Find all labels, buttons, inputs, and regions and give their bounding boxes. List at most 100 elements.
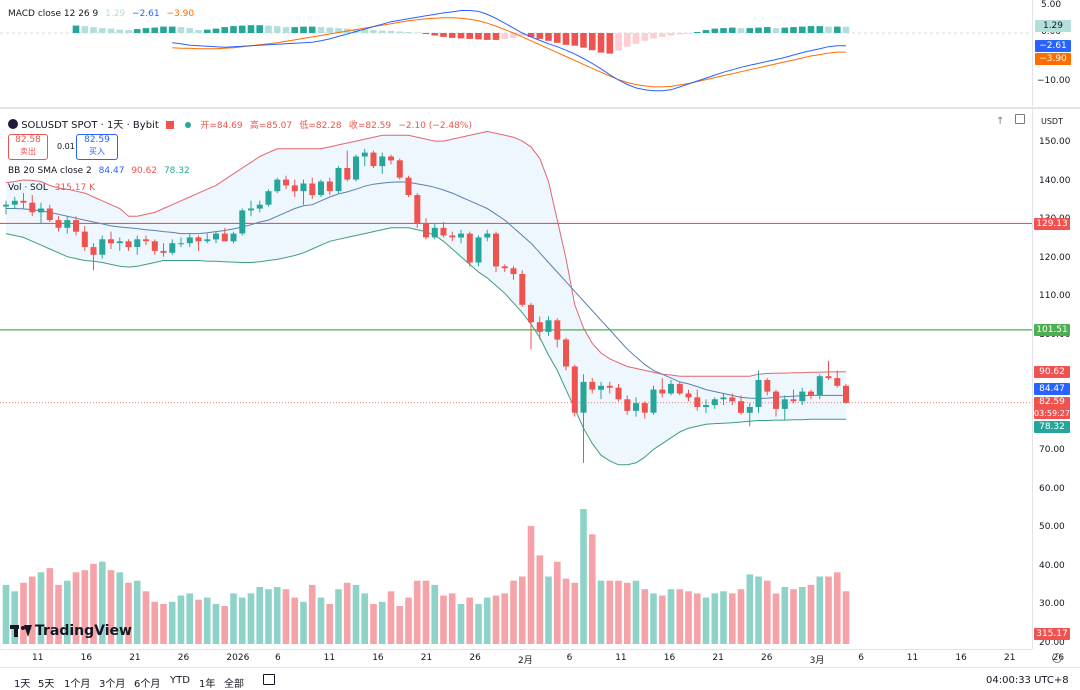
macd-histogram-bar [265,25,272,33]
time-axis-tick: 21 [1004,653,1016,663]
volume-bar [28,576,36,644]
macd-histogram-bar [440,33,447,37]
candle-body [615,387,622,400]
pane-divider[interactable] [0,107,1080,109]
time-axis[interactable]: 11 16 21 26 2026 6 11 16 21 26 2月 6 11 16 21 26 3月 6 11 16 2… [0,649,1064,668]
macd-hist-value: 1.29 [105,9,126,19]
vol-value: 315.17 K [54,183,95,193]
macd-histogram-bar [422,33,430,34]
macd-histogram-bar [300,26,307,33]
macd-histogram-bar [72,25,80,33]
fullscreen-icon[interactable] [1015,114,1025,124]
ohlc-high: 高=85.07 [249,121,293,131]
macd-histogram-bar [326,27,333,33]
timeframe-1d[interactable]: 1天 [14,679,31,690]
currency-label[interactable]: USDT [1041,117,1063,126]
macd-histogram-bar [615,33,622,51]
candle-body [676,383,683,394]
date-range-icon[interactable] [263,674,275,685]
time-axis-tick: 6 [858,653,864,663]
macd-histogram-bar [834,26,841,33]
buy-button[interactable]: 82.59 买入 [76,134,118,160]
price-axis[interactable]: USDT 150.00140.00130.00120.00110.00100.0… [1032,109,1080,649]
candle-body [475,237,482,263]
volume-bar [597,580,605,644]
sell-button[interactable]: 82.58 卖出 [8,134,48,160]
time-axis-tick: 16 [955,653,967,663]
volume-bar [133,580,141,644]
macd-histogram-bar [238,25,246,33]
sell-label: 卖出 [20,147,36,156]
volume-bar [842,591,850,644]
macd-axis[interactable]: 5.00 0.00 −10.00 1.29 −2.61 −3.90 [1032,0,1080,106]
sell-price: 82.58 [15,135,41,145]
time-axis-settings-icon[interactable] [1052,653,1062,663]
clock[interactable]: 04:00:33 UTC+8 [986,675,1069,686]
candle-body [729,397,736,402]
candle-body [825,376,832,379]
timeframe-3m[interactable]: 3个月 [99,679,126,690]
candle-body [353,156,359,180]
candle-body [230,233,237,242]
macd-histogram-bar [405,32,412,33]
candle-body [606,385,613,388]
last-price: 82.59 [1039,397,1065,407]
volume-bar [282,589,290,644]
candle-body [204,239,211,242]
volume-bar [291,597,298,644]
timeframe-5d[interactable]: 5天 [38,679,55,690]
spread-value: 0.01 [57,142,75,151]
macd-histogram-bar [247,25,255,33]
macd-histogram-bar [545,33,552,41]
volume-bar [81,570,89,644]
volume-bar [46,568,54,644]
macd-histogram-bar [177,27,185,33]
volume-bar [676,589,684,644]
tradingview-logo[interactable]: TradingView [10,622,132,640]
volume-bar [545,576,552,644]
timeframe-all[interactable]: 全部 [224,679,244,690]
macd-histogram-bar [536,33,544,39]
timeframe-ytd[interactable]: YTD [170,675,190,686]
volume-bar [195,599,202,644]
candle-body [659,389,666,394]
volume-bar [764,580,771,644]
candle-body [125,241,132,248]
volume-bar [352,584,360,644]
time-axis-tick: 2月 [518,656,533,666]
macd-histogram-bar [816,26,824,33]
time-axis-tick: 16 [663,653,676,663]
volume-bar [571,582,579,644]
symbol-title[interactable]: SOLUSDT SPOT · 1天 · Bybit [21,120,159,131]
timeframe-1m[interactable]: 1个月 [64,679,91,690]
candle-body [108,239,114,244]
macd-histogram-bar [125,30,132,33]
scroll-up-icon[interactable]: ↑ [996,116,1005,127]
candle-body [764,380,771,392]
candle-body [256,204,263,209]
volume-bar [720,591,727,644]
volume-bar [737,589,745,644]
candle-body [344,168,351,180]
macd-histogram-bar [186,28,193,33]
candle-body [834,378,841,386]
macd-histogram-bar [492,33,500,40]
market-status-dot-icon [185,122,192,128]
macd-pane[interactable]: MACD close 12 26 9 1.29 −2.61 −3.90 [0,0,1032,106]
macd-histogram-bar [729,27,736,33]
macd-histogram-bar [589,33,596,51]
timeframe-6m[interactable]: 6个月 [134,679,161,690]
timeframe-1y[interactable]: 1年 [199,679,216,690]
macd-histogram-bar [720,28,727,33]
macd-histogram-bar [746,28,754,33]
candle-body [370,152,377,167]
macd-histogram-bar [825,26,832,33]
candle-body [598,385,604,390]
candle-body [781,399,788,409]
candle-body [563,339,569,367]
candle-body [116,241,123,244]
main-pane[interactable] [0,109,1032,649]
candle-body [309,183,316,196]
candle-body [510,268,517,275]
macd-histogram-bar [483,33,491,40]
